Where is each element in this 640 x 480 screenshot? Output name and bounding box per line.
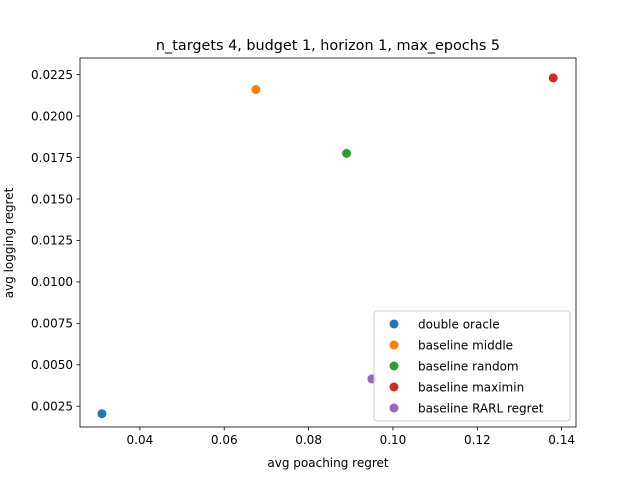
legend-entry: baseline maximin (418, 380, 524, 394)
legend-entry: double oracle (418, 317, 500, 331)
chart-title: n_targets 4, budget 1, horizon 1, max_ep… (156, 38, 500, 54)
data-point (251, 85, 261, 95)
data-point (97, 409, 107, 419)
legend: double oracle baseline middle baseline ran… (373, 310, 571, 422)
legend-marker (389, 403, 399, 413)
y-tick-label: 0.0025 (31, 400, 73, 414)
plot-frame (79, 57, 577, 428)
y-tick-label: 0.0225 (31, 68, 73, 82)
legend-entry: baseline RARL regret (418, 401, 544, 415)
x-axis-label: avg poaching regret (267, 456, 388, 470)
plot-area: 0.04 0.06 0.08 0.10 0.12 0.14 0.0025 0.0050 0.00… (31, 57, 577, 447)
x-tick-label: 0.12 (464, 433, 491, 447)
legend-marker (389, 319, 399, 329)
data-point (342, 148, 352, 158)
y-tick-label: 0.0175 (31, 151, 73, 165)
y-tick-label: 0.0100 (31, 275, 73, 289)
x-tick-label: 0.04 (127, 433, 154, 447)
x-tick-label: 0.08 (295, 433, 322, 447)
y-tick-label: 0.0125 (31, 234, 73, 248)
x-tick-label: 0.14 (548, 433, 575, 447)
legend-marker (389, 361, 399, 371)
legend-box (373, 310, 571, 422)
legend-marker (389, 382, 399, 392)
legend-marker (389, 340, 399, 350)
x-tick-label: 0.10 (380, 433, 407, 447)
legend-entry: baseline random (418, 359, 519, 373)
y-axis-label: avg logging regret (2, 187, 16, 298)
y-tick-label: 0.0050 (31, 358, 73, 372)
x-tick-label: 0.06 (211, 433, 238, 447)
legend-entry: baseline middle (418, 338, 513, 352)
data-point (548, 73, 558, 83)
y-tick-label: 0.0200 (31, 109, 73, 123)
y-tick-label: 0.0150 (31, 192, 73, 206)
y-tick-label: 0.0075 (31, 317, 73, 331)
